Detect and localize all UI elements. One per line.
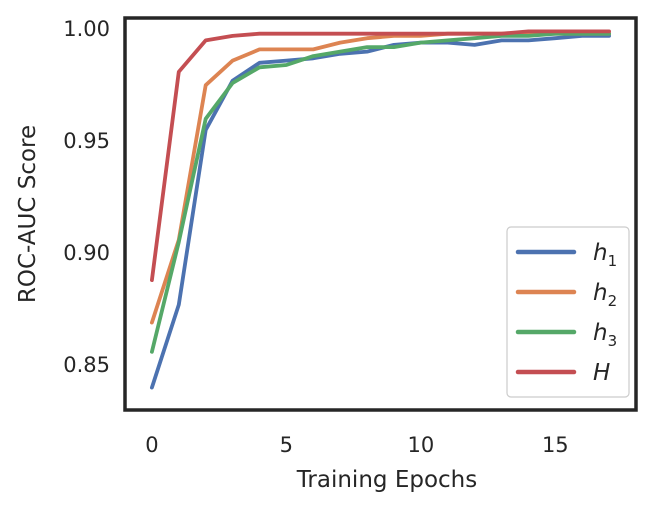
legend-label-symbol: H (593, 360, 610, 386)
x-tick-label: 15 (542, 433, 569, 457)
x-tick-label: 0 (145, 433, 158, 457)
plot-frame (123, 16, 638, 412)
x-tick-label: 5 (280, 433, 293, 457)
legend-label-subscript: 3 (608, 332, 618, 350)
y-tick-labels: 0.85 0.90 0.95 1.00 (63, 17, 110, 377)
legend-label-symbol: h (593, 240, 608, 266)
y-tick-label: 0.95 (63, 129, 110, 153)
legend-box (506, 226, 630, 398)
x-tick-labels: 0 5 10 15 (145, 433, 568, 457)
legend-label: H (593, 360, 610, 386)
series-line-h-4 (149, 29, 611, 283)
legend-label: h3 (593, 320, 617, 350)
legend-label-symbol: h (593, 280, 608, 306)
legend-label-subscript: 1 (608, 252, 618, 270)
y-axis-label: ROC-AUC Score (15, 125, 41, 303)
x-axis-label: Training Epochs (296, 467, 477, 493)
legend-label: h1 (593, 240, 617, 270)
legend-label-subscript: 2 (608, 292, 618, 310)
y-tick-label: 1.00 (63, 17, 110, 41)
legend-label-symbol: h (593, 320, 608, 346)
y-tick-label: 0.85 (63, 353, 110, 377)
y-tick-label: 0.90 (63, 241, 110, 265)
series-layer (149, 29, 611, 390)
legend-label: h2 (593, 280, 617, 310)
series-line-h3-3 (149, 31, 611, 354)
x-tick-label: 10 (407, 433, 434, 457)
